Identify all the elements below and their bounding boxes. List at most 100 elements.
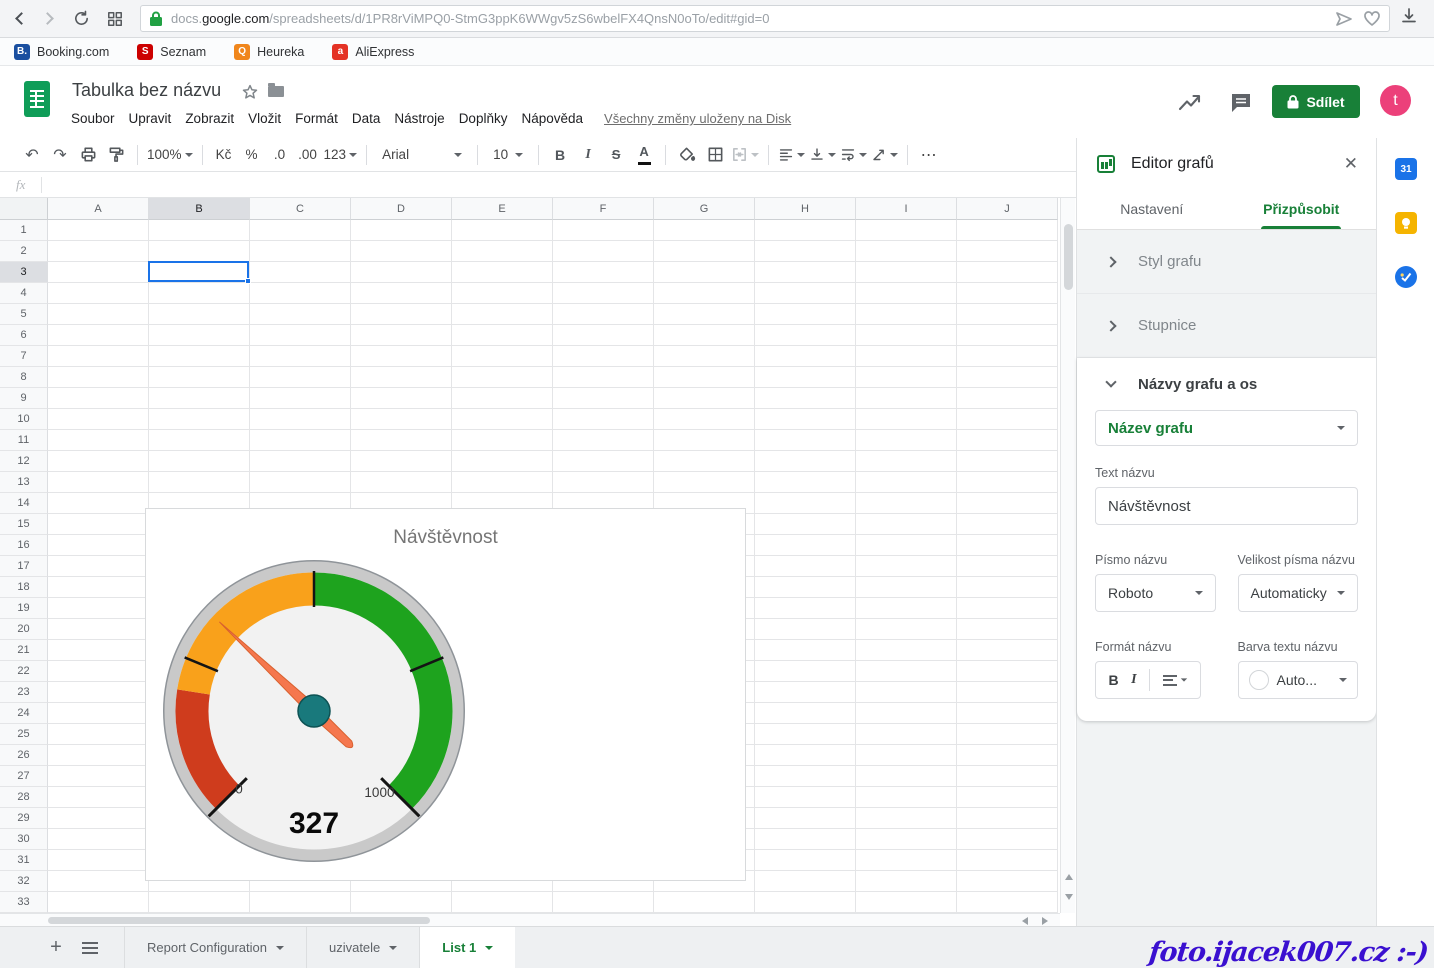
bookmark-booking-com[interactable]: B. Booking.com	[14, 43, 109, 60]
row-header-13[interactable]: 13	[0, 472, 48, 493]
cell-E33[interactable]	[452, 892, 553, 913]
section-titles-header[interactable]: Názvy grafu a os	[1095, 358, 1358, 410]
cell-I21[interactable]	[856, 640, 957, 661]
scroll-right-arrow[interactable]	[1042, 916, 1048, 925]
account-avatar[interactable]: t	[1380, 85, 1411, 116]
sheets-logo-icon[interactable]	[24, 81, 50, 117]
cell-A30[interactable]	[48, 829, 149, 850]
cell-D11[interactable]	[351, 430, 452, 451]
cell-D13[interactable]	[351, 472, 452, 493]
row-header-17[interactable]: 17	[0, 556, 48, 577]
cell-J28[interactable]	[957, 787, 1058, 808]
cell-J1[interactable]	[957, 220, 1058, 241]
vertical-scrollbar-thumb[interactable]	[1064, 224, 1073, 290]
cell-H4[interactable]	[755, 283, 856, 304]
cell-I25[interactable]	[856, 724, 957, 745]
row-header-27[interactable]: 27	[0, 766, 48, 787]
editor-tab-nastaven[interactable]: Nastavení	[1120, 201, 1184, 217]
cell-I3[interactable]	[856, 262, 957, 283]
cell-J25[interactable]	[957, 724, 1058, 745]
title-font-select[interactable]: Roboto	[1095, 574, 1216, 612]
column-header-E[interactable]: E	[452, 198, 553, 220]
cell-I2[interactable]	[856, 241, 957, 262]
cell-A13[interactable]	[48, 472, 149, 493]
cell-H7[interactable]	[755, 346, 856, 367]
cell-F8[interactable]	[553, 367, 654, 388]
cell-A14[interactable]	[48, 493, 149, 514]
cell-H3[interactable]	[755, 262, 856, 283]
cell-I28[interactable]	[856, 787, 957, 808]
cell-I10[interactable]	[856, 409, 957, 430]
row-header-21[interactable]: 21	[0, 640, 48, 661]
cell-A31[interactable]	[48, 850, 149, 871]
cell-J10[interactable]	[957, 409, 1058, 430]
merge-cells-button[interactable]	[731, 142, 760, 168]
cell-B7[interactable]	[149, 346, 250, 367]
cell-J26[interactable]	[957, 745, 1058, 766]
more-formats-button[interactable]: 123	[324, 142, 358, 168]
cell-B12[interactable]	[149, 451, 250, 472]
cell-J23[interactable]	[957, 682, 1058, 703]
cell-I29[interactable]	[856, 808, 957, 829]
cell-I24[interactable]	[856, 703, 957, 724]
scroll-down-arrow[interactable]	[1064, 894, 1073, 900]
cell-B2[interactable]	[149, 241, 250, 262]
cell-E5[interactable]	[452, 304, 553, 325]
cell-G7[interactable]	[654, 346, 755, 367]
cell-A17[interactable]	[48, 556, 149, 577]
cell-E8[interactable]	[452, 367, 553, 388]
cell-J30[interactable]	[957, 829, 1058, 850]
cell-H15[interactable]	[755, 514, 856, 535]
cell-J3[interactable]	[957, 262, 1058, 283]
formula-bar[interactable]: fx	[0, 172, 1076, 198]
cell-J29[interactable]	[957, 808, 1058, 829]
cell-D3[interactable]	[351, 262, 452, 283]
cell-F33[interactable]	[553, 892, 654, 913]
cell-I30[interactable]	[856, 829, 957, 850]
cell-G8[interactable]	[654, 367, 755, 388]
cell-A2[interactable]	[48, 241, 149, 262]
cell-J33[interactable]	[957, 892, 1058, 913]
more-toolbar-button[interactable]: ⋯	[920, 146, 938, 164]
cell-F6[interactable]	[553, 325, 654, 346]
cell-H8[interactable]	[755, 367, 856, 388]
keep-icon[interactable]	[1395, 212, 1417, 234]
cell-E12[interactable]	[452, 451, 553, 472]
cell-J2[interactable]	[957, 241, 1058, 262]
cell-H5[interactable]	[755, 304, 856, 325]
cell-A29[interactable]	[48, 808, 149, 829]
sheet-tab-uzivatele[interactable]: uzivatele	[307, 926, 421, 968]
bold-button[interactable]: B	[555, 146, 566, 163]
column-header-G[interactable]: G	[654, 198, 755, 220]
row-header-5[interactable]: 5	[0, 304, 48, 325]
cell-J4[interactable]	[957, 283, 1058, 304]
cell-C5[interactable]	[250, 304, 351, 325]
undo-button[interactable]: ↶	[25, 146, 39, 164]
cell-B11[interactable]	[149, 430, 250, 451]
scroll-up-arrow[interactable]	[1064, 874, 1073, 880]
cell-D9[interactable]	[351, 388, 452, 409]
row-header-10[interactable]: 10	[0, 409, 48, 430]
cell-A7[interactable]	[48, 346, 149, 367]
cell-I1[interactable]	[856, 220, 957, 241]
zoom-select[interactable]: 100%	[147, 142, 193, 168]
cell-B10[interactable]	[149, 409, 250, 430]
cell-H14[interactable]	[755, 493, 856, 514]
row-header-8[interactable]: 8	[0, 367, 48, 388]
cell-A32[interactable]	[48, 871, 149, 892]
cell-E1[interactable]	[452, 220, 553, 241]
editor-tab-pizpsobit[interactable]: Přizpůsobit	[1227, 190, 1377, 229]
cell-J8[interactable]	[957, 367, 1058, 388]
cell-G5[interactable]	[654, 304, 755, 325]
menu-soubor[interactable]: Soubor	[71, 111, 115, 126]
cell-A11[interactable]	[48, 430, 149, 451]
row-header-9[interactable]: 9	[0, 388, 48, 409]
cell-D33[interactable]	[351, 892, 452, 913]
cell-I9[interactable]	[856, 388, 957, 409]
cell-D2[interactable]	[351, 241, 452, 262]
title-font-size-select[interactable]: Automaticky	[1237, 574, 1358, 612]
cell-J32[interactable]	[957, 871, 1058, 892]
cell-I12[interactable]	[856, 451, 957, 472]
calendar-icon[interactable]: 31	[1395, 158, 1417, 180]
cell-D5[interactable]	[351, 304, 452, 325]
